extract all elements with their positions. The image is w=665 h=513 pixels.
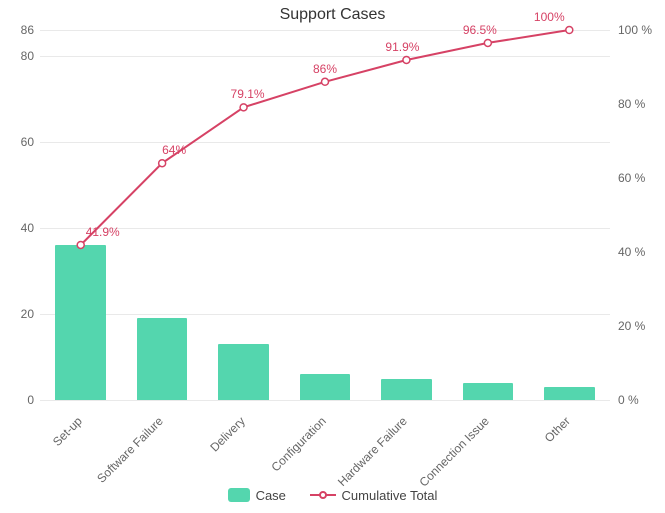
cumulative-data-label: 64% <box>162 143 186 157</box>
cumulative-data-label: 96.5% <box>463 23 497 37</box>
y-left-tick: 80 <box>10 49 34 63</box>
y-left-tick: 40 <box>10 221 34 235</box>
line-series <box>40 30 610 400</box>
y-right-tick: 80 % <box>618 97 645 111</box>
y-left-tick: 0 <box>10 393 34 407</box>
cumulative-data-label: 91.9% <box>385 40 419 54</box>
y-right-tick: 20 % <box>618 319 645 333</box>
grid-line <box>40 400 610 401</box>
plot-area: 41.9%64%79.1%86%91.9%96.5%100% <box>40 30 610 400</box>
chart-title: Support Cases <box>0 6 665 24</box>
cumulative-data-label: 41.9% <box>86 225 120 239</box>
cumulative-data-label: 86% <box>313 62 337 76</box>
y-right-tick: 100 % <box>618 23 652 37</box>
y-right-tick: 40 % <box>618 245 645 259</box>
y-left-tick: 86 <box>10 23 34 37</box>
y-left-tick: 20 <box>10 307 34 321</box>
x-axis-label: Delivery <box>192 414 247 469</box>
y-left-tick: 60 <box>10 135 34 149</box>
y-right-tick: 60 % <box>618 171 645 185</box>
legend-swatch-case <box>228 488 250 502</box>
cumulative-data-label: 79.1% <box>231 87 265 101</box>
x-axis-label: Other <box>533 414 573 454</box>
cumulative-data-label: 100% <box>534 10 565 24</box>
x-axis-label: Set-up <box>39 414 84 459</box>
x-axis-label: Configuration <box>249 414 329 494</box>
y-right-tick: 0 % <box>618 393 639 407</box>
